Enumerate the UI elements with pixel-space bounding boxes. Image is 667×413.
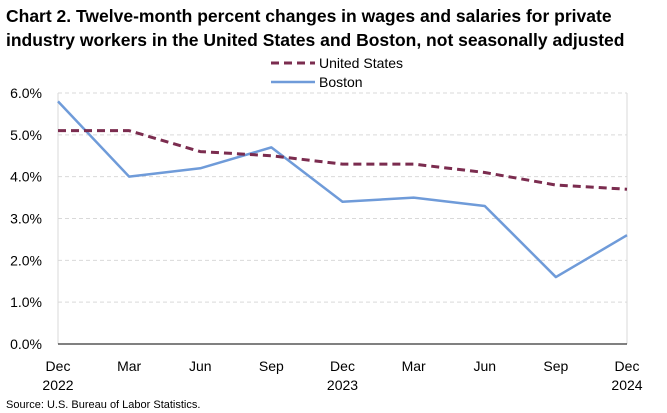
y-tick-label: 6.0% [10, 85, 42, 101]
axes [57, 93, 628, 345]
chart-title: Chart 2. Twelve-month percent changes in… [6, 6, 625, 50]
legend-label: Boston [319, 74, 363, 90]
legend-label: United States [319, 55, 403, 71]
y-tick-label: 1.0% [10, 294, 42, 310]
legend: United States Boston [271, 55, 403, 90]
x-tick-label: Jun [189, 358, 212, 374]
series-line-boston [57, 100, 628, 279]
series-line-united-states [58, 129, 628, 191]
y-tick-label: 5.0% [10, 127, 42, 143]
x-tick-label: Sep [259, 358, 284, 374]
y-tick-label: 0.0% [10, 336, 42, 352]
x-tick-year-label: 2023 [327, 377, 358, 393]
x-tick-year-label: 2024 [611, 377, 642, 393]
y-tick-label: 3.0% [10, 211, 42, 227]
x-tick-label: Mar [117, 358, 141, 374]
y-axis-ticks: 0.0% 1.0% 2.0% 3.0% 4.0% 5.0% 6.0% [10, 85, 42, 352]
source-note: Source: U.S. Bureau of Labor Statistics. [6, 399, 201, 411]
y-tick-label: 4.0% [10, 169, 42, 185]
y-tick-label: 2.0% [10, 252, 42, 268]
x-tick-year-label: 2022 [42, 377, 73, 393]
x-tick-label: Dec [330, 358, 355, 374]
gridlines [58, 92, 627, 303]
x-tick-label: Dec [615, 358, 640, 374]
x-axis-ticks: Dec 2022 Mar Jun Sep Dec 2023 Mar Jun Sep Dec 2024 [42, 358, 642, 393]
series-lines [57, 100, 628, 279]
x-tick-label: Sep [543, 358, 568, 374]
x-tick-label: Jun [473, 358, 496, 374]
x-tick-label: Dec [46, 358, 71, 374]
x-tick-label: Mar [402, 358, 426, 374]
